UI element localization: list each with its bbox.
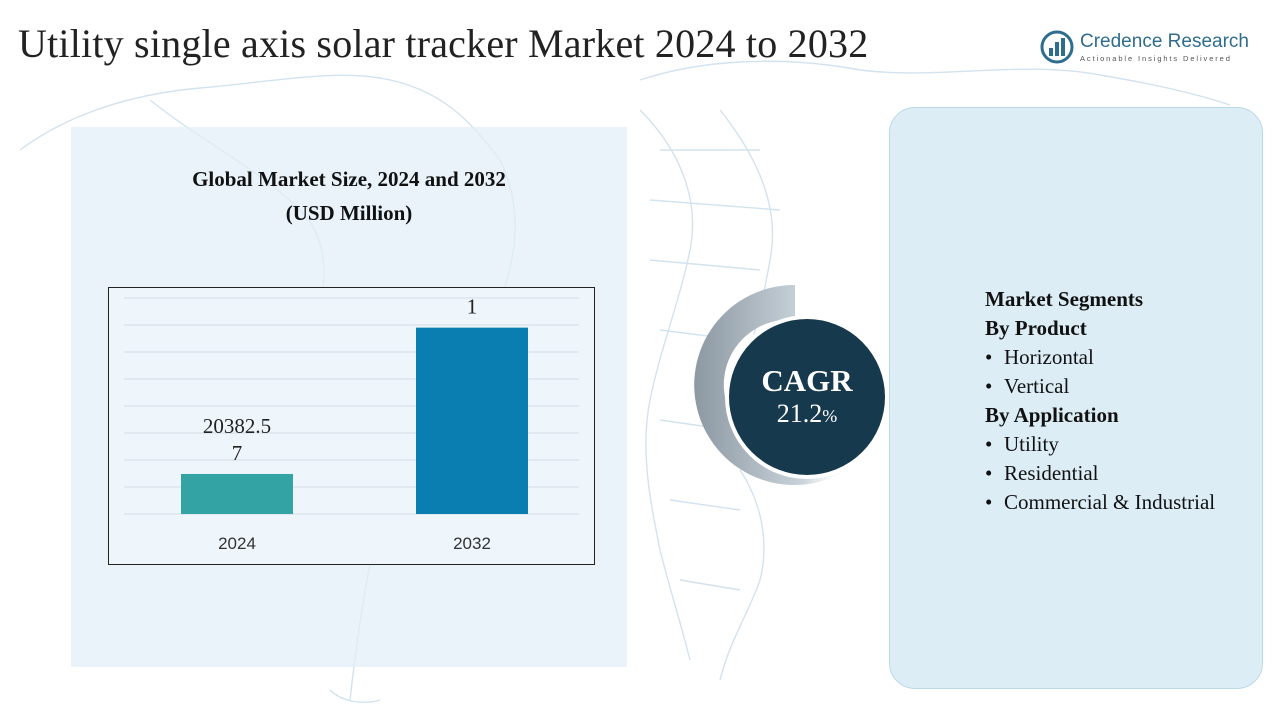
bar-chart-logo-icon <box>1040 30 1074 64</box>
bar-chart-svg: 2024 20382.57 2032 94903.01 <box>124 288 579 553</box>
market-segments: Market Segments By Product Horizontal Ve… <box>985 285 1215 517</box>
segment-list-product: Horizontal Vertical <box>985 343 1215 401</box>
segment-item: Horizontal <box>985 343 1215 372</box>
segment-group-application: By Application <box>985 403 1119 427</box>
cagr-label: CAGR <box>761 363 853 398</box>
page-title: Utility single axis solar tracker Market… <box>18 21 869 66</box>
segment-item: Commercial & Industrial <box>985 488 1215 517</box>
brand-name: Credence Research <box>1080 30 1249 52</box>
cagr-number: 21.2 <box>776 399 823 428</box>
value-label-2032: 94903.01 <box>438 288 506 319</box>
chart-subtitle: (USD Million) <box>285 201 413 225</box>
bar-chart: 2024 20382.57 2032 94903.01 <box>108 287 595 565</box>
cagr-unit: % <box>822 406 838 426</box>
chart-title: Global Market Size, 2024 and 2032 (USD M… <box>71 162 627 230</box>
segment-item: Residential <box>985 459 1215 488</box>
value-label-2024: 20382.5 7 <box>203 414 271 465</box>
brand: Credence Research Actionable Insights De… <box>1040 30 1249 64</box>
category-label-2024: 2024 <box>218 534 256 553</box>
cagr-badge: CAGR 21.2% <box>725 315 889 479</box>
cagr-ring <box>694 284 850 485</box>
segment-item: Utility <box>985 430 1215 459</box>
segment-item: Vertical <box>985 372 1215 401</box>
cagr-value: 21.2% <box>777 399 838 431</box>
bar-2032 <box>416 327 528 514</box>
category-label-2032: 2032 <box>453 534 491 553</box>
segments-heading: Market Segments <box>985 287 1144 311</box>
segment-list-application: Utility Residential Commercial & Industr… <box>985 430 1215 517</box>
brand-tagline: Actionable Insights Delivered <box>1080 53 1232 63</box>
segment-group-product: By Product <box>985 316 1087 340</box>
bar-2024 <box>181 473 293 514</box>
chart-title-line: Global Market Size, 2024 and 2032 <box>192 167 506 191</box>
